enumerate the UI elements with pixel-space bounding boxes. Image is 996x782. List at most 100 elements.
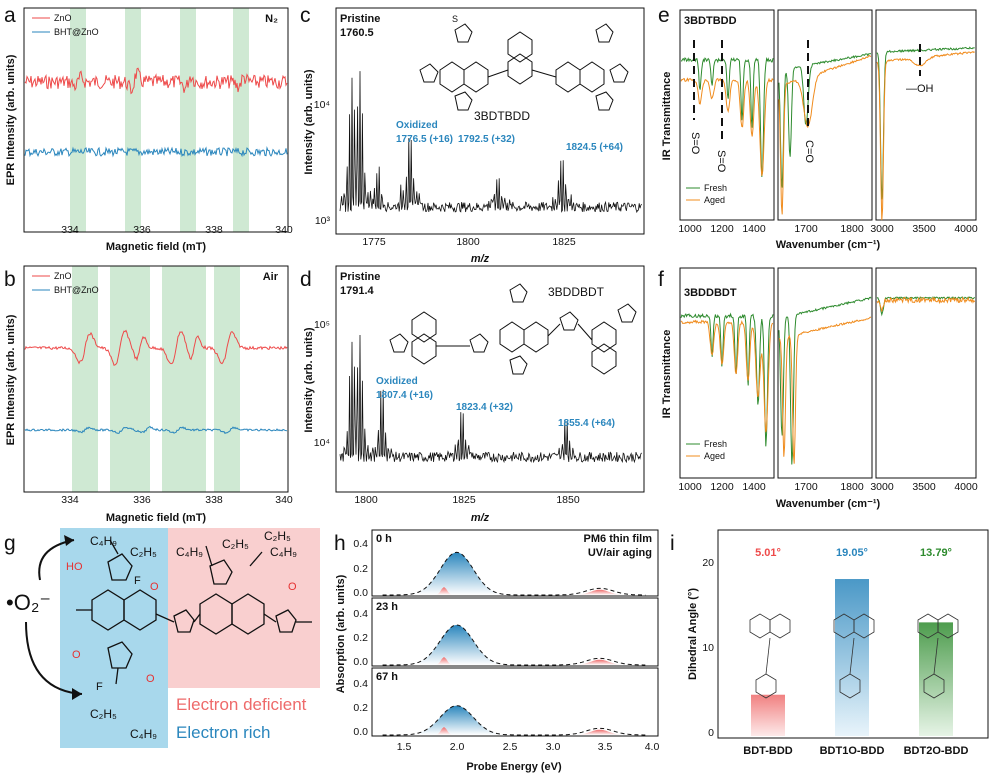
x-tick: 2.0 <box>450 741 465 753</box>
x-axis-label: m/z <box>471 512 490 524</box>
peak-label: 1823.4 (+32) <box>456 402 513 413</box>
x-tick: 1400 <box>742 481 766 493</box>
x-tick: 1800 <box>354 494 378 506</box>
electron-deficient-label: Electron deficient <box>176 695 307 714</box>
y-axis-label: EPR Intensity (arb. units) <box>5 314 17 445</box>
alkyl-label: C₄H₉ <box>176 545 203 559</box>
alkyl-label: C₄H₉ <box>90 534 117 548</box>
panel-h-label: h <box>334 532 346 555</box>
pink-peak <box>435 587 453 595</box>
x-tick: 2.5 <box>503 741 518 753</box>
green-band <box>233 8 249 232</box>
alkyl-label: C₂H₅ <box>90 707 117 721</box>
panel-a: a ZnO BHT@ZnO N₂ 334 336 338 340 Magneti… <box>4 4 293 253</box>
x-tick: 1000 <box>678 481 702 493</box>
panel-e: e 3BDTBDD S=O S=O C=O —OH Fresh Aged 100… <box>658 4 978 251</box>
ir-segment-2 <box>777 9 873 221</box>
x-tick: 340 <box>275 494 293 506</box>
bht-epr-trace <box>24 425 288 435</box>
molecule-name: 3BDDBDT <box>548 285 605 299</box>
x-tick: 4000 <box>954 223 978 235</box>
x-tick: 338 <box>205 494 223 506</box>
y-tick: 10⁴ <box>314 99 330 111</box>
x-tick: 1775 <box>362 236 386 248</box>
aged-ir-trace <box>680 319 774 433</box>
x-tick: 334 <box>61 224 79 236</box>
x-tick: 338 <box>205 224 223 236</box>
panel-d: d Pristine 1791.4 Oxidized 1807.4 (+16) … <box>300 265 645 524</box>
oxygen-label: O <box>150 581 159 593</box>
mass-spectrum <box>339 334 642 464</box>
uv-peak <box>578 659 621 665</box>
alkyl-label: C₄H₉ <box>130 727 157 741</box>
pink-peak <box>435 657 453 665</box>
alkyl-label: C₂H₅ <box>130 545 157 559</box>
aged-ir-trace <box>876 50 975 221</box>
x-tick: 1700 <box>794 481 818 493</box>
y-tick: 10³ <box>315 215 331 227</box>
panel-i: i 0 10 20 Dihedral Angle (°) 5.01° 19.05… <box>670 529 989 757</box>
attack-arrow-bottom <box>25 621 83 695</box>
x-tick: 1800 <box>456 236 480 248</box>
y-tick: 10 <box>702 642 714 654</box>
peak-label: 1792.5 (+32) <box>458 134 515 145</box>
absorption-area-67h <box>419 705 521 735</box>
aged-ir-trace <box>876 296 976 312</box>
y-axis-label: Intensity (arb. units) <box>303 327 315 432</box>
x-tick: 336 <box>133 494 151 506</box>
green-band <box>72 266 98 492</box>
x-tick: 340 <box>275 224 293 236</box>
x-axis-label: Wavenumber (cm⁻¹) <box>776 239 881 251</box>
arrow-head-icon <box>64 535 74 546</box>
bht-epr-trace <box>24 146 288 158</box>
y-tick: 0.4 <box>353 538 368 550</box>
legend-aged: Aged <box>704 451 725 461</box>
electron-rich-region <box>60 528 168 748</box>
legend-aged: Aged <box>704 195 725 205</box>
y-tick: 0.0 <box>353 726 368 738</box>
dihedral-bar-BDT2O-BDD <box>919 622 953 736</box>
absorption-envelope <box>382 551 646 596</box>
panel-c-label: c <box>300 4 311 27</box>
fresh-ir-trace <box>876 46 975 200</box>
peak-label: 1807.4 (+16) <box>376 390 433 401</box>
panel-h: h 0 h 23 h 67 h PM6 thin film UV/air agi… <box>334 529 659 773</box>
green-band <box>125 8 141 232</box>
x-tick: 1850 <box>556 494 580 506</box>
legend-fresh: Fresh <box>704 439 727 449</box>
angle-label: 13.79° <box>920 547 952 559</box>
ir-segment-3 <box>875 267 977 479</box>
fresh-ir-trace <box>778 296 872 465</box>
y-axis-label: IR Transmittance <box>661 72 673 161</box>
x-axis-label: m/z <box>471 253 490 265</box>
absorption-envelope <box>382 705 646 736</box>
y-axis-label: IR Transmittance <box>661 330 673 419</box>
condition-label: Air <box>263 271 279 283</box>
alkyl-label: C₄H₉ <box>270 545 297 559</box>
peak-label: 1855.4 (+64) <box>558 418 615 429</box>
ir-title: 3BDTBDD <box>684 15 737 27</box>
fluorine-label: F <box>134 575 141 587</box>
category-label: BDT2O-BDD <box>904 745 969 757</box>
pristine-label: Pristine <box>340 271 380 283</box>
molecule-structure <box>76 539 312 685</box>
condition-label: N₂ <box>265 13 278 25</box>
y-tick: 0.2 <box>353 632 368 644</box>
absorption-areas <box>382 551 646 736</box>
oxygen-label: O <box>72 649 81 661</box>
legend-zno: ZnO <box>54 271 72 281</box>
oxygen-label: O <box>146 673 155 685</box>
x-tick: 3.0 <box>546 741 561 753</box>
electron-rich-label: Electron rich <box>176 723 270 742</box>
time-label: 67 h <box>376 671 398 683</box>
time-label: 23 h <box>376 601 398 613</box>
plot-frame <box>23 7 289 233</box>
fresh-ir-trace <box>876 295 975 317</box>
x-tick: 1400 <box>742 223 766 235</box>
oxidized-label: Oxidized <box>376 376 418 387</box>
x-tick: 1800 <box>840 481 864 493</box>
plot-title: PM6 thin film <box>584 533 653 545</box>
y-axis-label: EPR Intensity (arb. units) <box>5 54 17 185</box>
x-tick: 334 <box>61 494 79 506</box>
annotation-so2: S=O <box>715 150 727 173</box>
